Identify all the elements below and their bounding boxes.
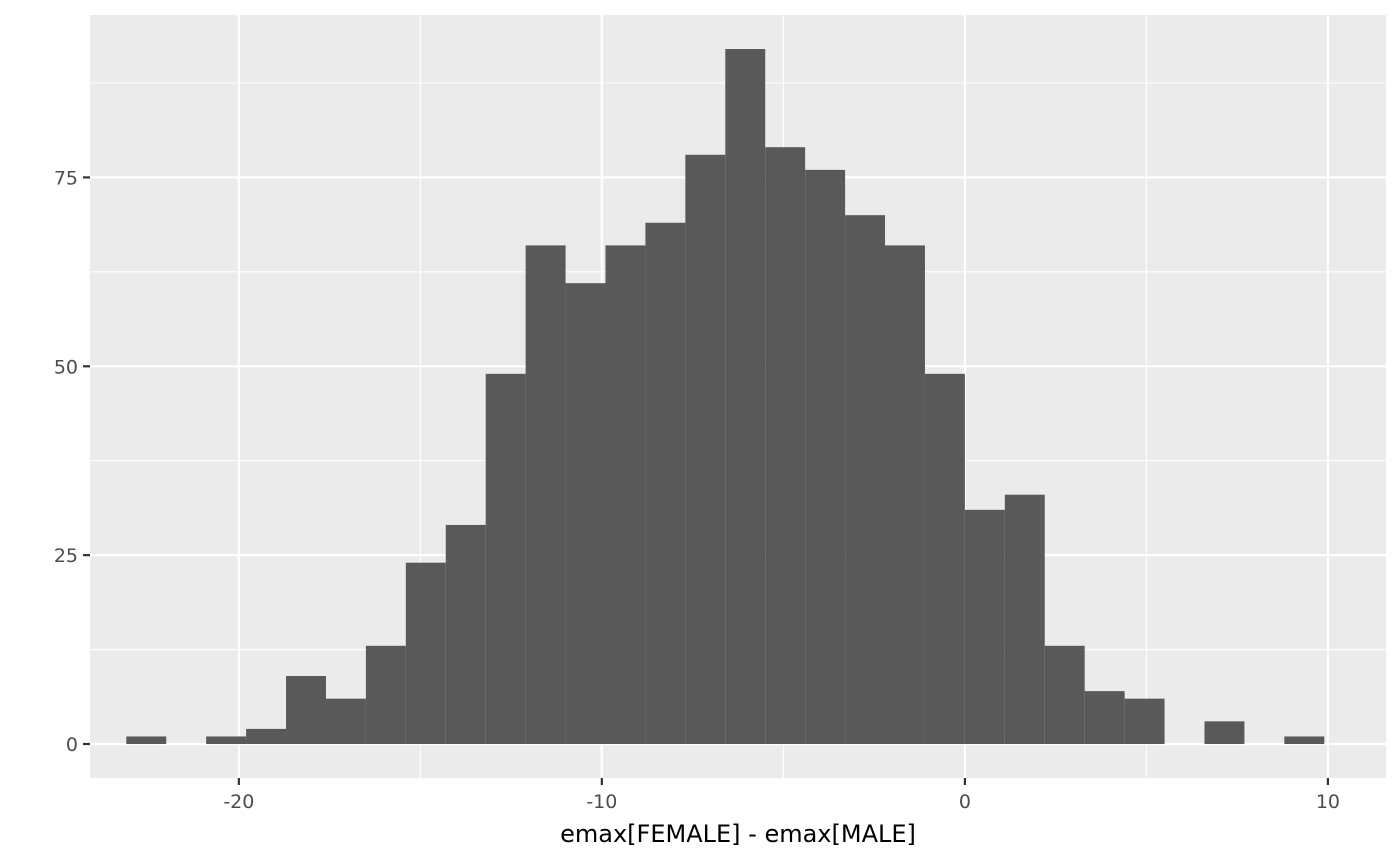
histogram-bars — [126, 48, 1325, 745]
histogram-bar — [286, 676, 326, 745]
histogram-bar — [1084, 691, 1125, 745]
x-tick-label: 0 — [959, 791, 971, 813]
histogram-bar — [325, 698, 366, 745]
y-tick-label: 0 — [66, 734, 78, 756]
histogram-bar — [725, 48, 766, 745]
y-tick-label: 75 — [54, 167, 78, 189]
histogram-bar — [845, 215, 886, 745]
x-axis: -20 -10 0 10 — [223, 778, 1340, 813]
histogram-bar — [206, 736, 247, 745]
histogram-bar — [246, 728, 287, 745]
histogram-bar — [445, 524, 486, 745]
histogram-bar — [565, 283, 606, 745]
histogram-bar — [405, 562, 446, 745]
histogram-bar — [645, 222, 686, 745]
x-axis-title: emax[FEMALE] - emax[MALE] — [560, 820, 916, 848]
histogram-bar — [126, 736, 167, 745]
histogram-bar — [1044, 645, 1085, 745]
x-tick-label: 10 — [1316, 791, 1340, 813]
histogram-bar — [765, 147, 806, 745]
histogram-bar — [365, 645, 406, 745]
histogram-bar — [805, 169, 846, 745]
histogram-bar — [685, 154, 726, 745]
y-tick-label: 25 — [54, 545, 78, 567]
x-tick-label: -10 — [586, 791, 617, 813]
y-tick-label: 50 — [54, 356, 78, 378]
histogram-bar — [1284, 736, 1325, 745]
histogram-bar — [924, 373, 965, 745]
histogram-bar — [525, 245, 566, 745]
x-tick-label: -20 — [223, 791, 254, 813]
histogram-bar — [605, 245, 646, 745]
histogram-bar — [964, 509, 1005, 745]
y-axis: 0 25 50 75 — [54, 167, 90, 756]
histogram-bar — [1004, 494, 1045, 745]
histogram-bar — [1124, 698, 1165, 745]
histogram-bar — [1204, 721, 1245, 745]
histogram-bar — [885, 245, 925, 745]
histogram-bar — [485, 373, 526, 745]
